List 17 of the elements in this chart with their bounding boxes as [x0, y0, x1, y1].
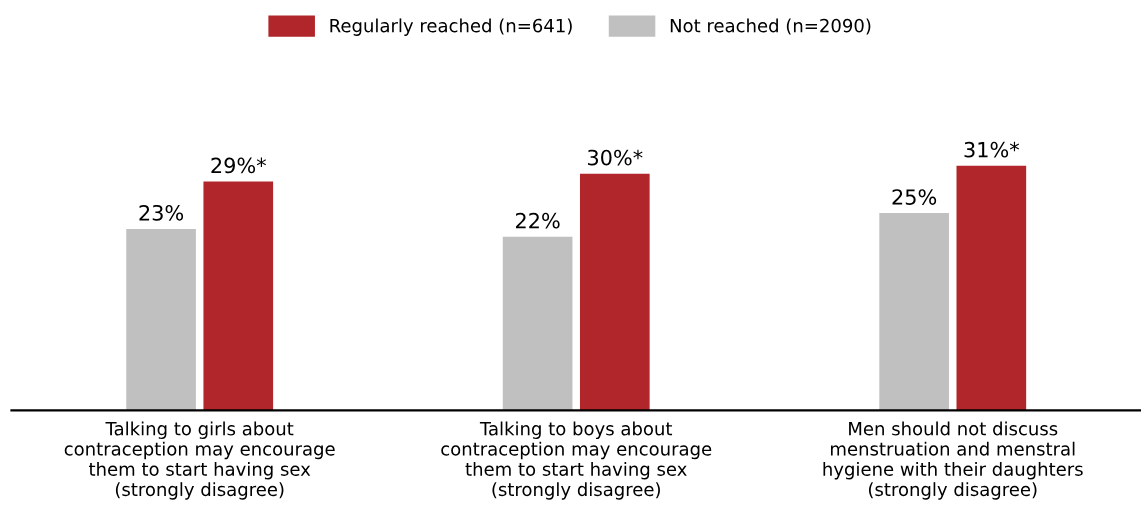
bar [579, 173, 650, 411]
x-tick-label: Talking to girls about contraception may encourage them to start having sex (strongly disagree) [64, 421, 335, 500]
data-label: 29%* [211, 157, 267, 174]
bar [502, 236, 573, 411]
data-label: 22% [515, 212, 560, 229]
bar [126, 228, 196, 411]
bar [879, 213, 949, 411]
data-label: 31%* [964, 141, 1020, 158]
data-label: 30%* [588, 149, 643, 166]
bar [956, 165, 1027, 411]
data-label: 25% [892, 189, 937, 205]
data-label: 23% [139, 204, 184, 221]
legend-label: Regularly reached (n=641) [330, 18, 572, 36]
legend-label: Not reached (n=2090) [670, 18, 871, 35]
x-tick-label: Talking to boys about contraception may encourage them to start having sex (strongly disagree) [441, 421, 712, 500]
bar [203, 181, 274, 411]
x-tick-label: Men should not discuss menstruation and menstral hygiene with their daughters (strongly disagree) [823, 421, 1083, 500]
